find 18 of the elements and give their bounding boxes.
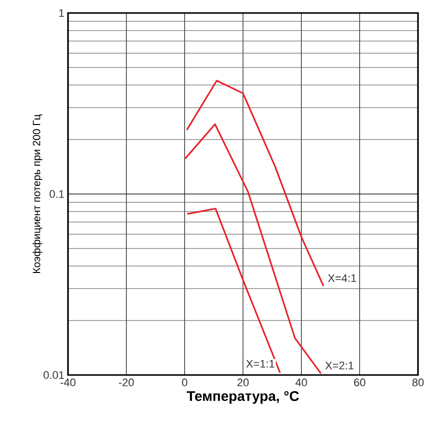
x-tick-label: 80 bbox=[412, 378, 424, 386]
series-label: X=4:1 bbox=[328, 274, 356, 282]
line-series bbox=[184, 123, 322, 374]
series-label: X=2:1 bbox=[325, 362, 354, 370]
line-series bbox=[186, 208, 281, 374]
y-tick-label: 1 bbox=[59, 9, 64, 17]
x-tick-label: -40 bbox=[60, 378, 76, 386]
y-tick-label: 0.01 bbox=[44, 371, 64, 379]
y-axis-title: Коэффициент потерь при 200 Гц bbox=[32, 114, 42, 273]
x-tick-label: 40 bbox=[295, 378, 307, 386]
y-tick-label: 0.1 bbox=[50, 190, 64, 198]
x-tick-label: -20 bbox=[118, 378, 134, 386]
x-tick-label: 0 bbox=[182, 378, 188, 386]
line-series bbox=[186, 80, 324, 287]
x-tick-label: 20 bbox=[237, 378, 249, 386]
series-label: X=1:1 bbox=[246, 360, 274, 368]
x-tick-label: 60 bbox=[354, 378, 366, 386]
x-axis-title: Температура, °C bbox=[186, 391, 299, 404]
